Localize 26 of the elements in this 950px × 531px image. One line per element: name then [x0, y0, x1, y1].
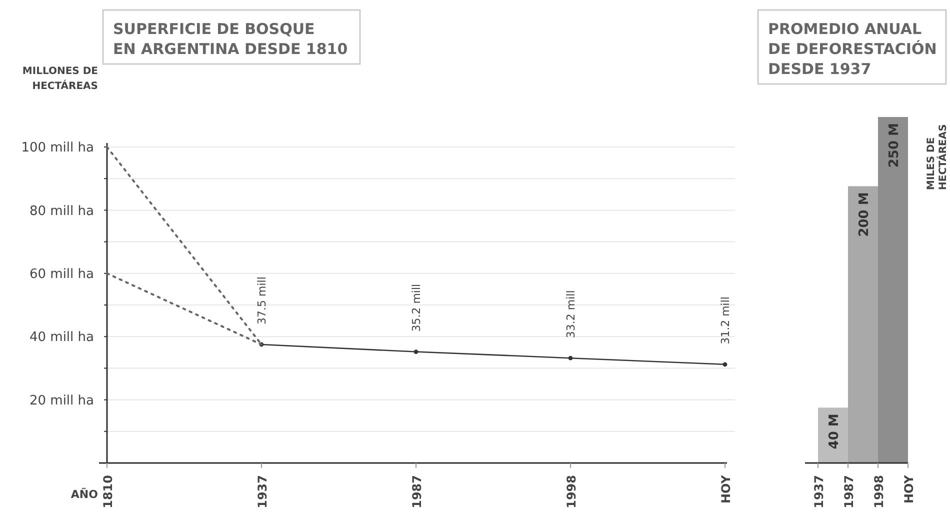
data-label: 250 M — [887, 123, 902, 168]
x-tick-label: 1998 — [564, 475, 578, 508]
y-tick-label: 80 mill ha — [29, 204, 94, 219]
y-axis-title: MILES DE HECTÁREAS — [926, 124, 949, 190]
y-tick-label: 100 mill ha — [21, 140, 94, 156]
x-tick-label: 1810 — [101, 475, 115, 508]
chart-title: SUPERFICIE DE BOSQUE EN ARGENTINA DESDE 1810 — [113, 20, 348, 58]
data-label: 40 M — [827, 414, 842, 450]
y-tick-label: 60 mill ha — [29, 266, 94, 282]
x-tick-label: HOY — [719, 474, 733, 504]
x-tick-label: 1937 — [256, 475, 270, 508]
x-tick-label: 1987 — [410, 475, 424, 508]
data-label: 200 M — [857, 192, 872, 237]
data-label: 33.2 mill — [564, 290, 578, 338]
data-label: 37.5 mill — [256, 276, 268, 324]
data-label: 31.2 mill — [719, 296, 732, 344]
y-tick-label: 40 mill ha — [29, 330, 94, 346]
chart-title: PROMEDIO ANUAL DE DEFORESTACIÓN DESDE 1937 — [768, 20, 937, 78]
x-tick-label: 1998 — [872, 475, 886, 508]
x-tick-label: HOY — [902, 474, 916, 504]
x-tick-label: 1937 — [812, 475, 826, 508]
y-tick-label: 20 mill ha — [29, 393, 94, 408]
y-axis-title: MILLONES DE HECTÁREAS — [22, 66, 98, 92]
x-tick-label: 1987 — [842, 475, 856, 508]
data-label: 35.2 mill — [410, 284, 423, 332]
x-axis-title: AÑO — [70, 487, 98, 501]
